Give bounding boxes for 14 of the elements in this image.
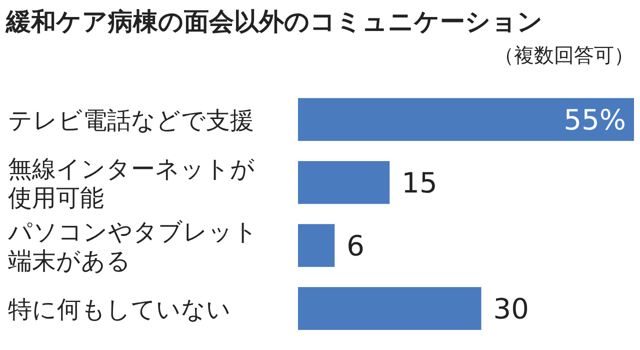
- bar: [298, 98, 634, 141]
- bar: [298, 161, 390, 204]
- data-label: 55%: [564, 104, 626, 136]
- chart-title: 緩和ケア病棟の面会以外のコミュニケーション: [5, 7, 543, 36]
- y-tick-label: テレビ電話などで支援: [8, 106, 254, 134]
- data-label: 15: [402, 166, 438, 200]
- data-label: 6: [346, 230, 364, 262]
- data-label: 30: [493, 292, 529, 326]
- chart-subtitle: （複数回答可）: [494, 43, 634, 67]
- bar: [298, 287, 482, 330]
- y-tick-label: 特に何もしていない: [8, 296, 231, 324]
- bar: [298, 224, 335, 267]
- y-tick-label: 無線インターネットが使用可能: [8, 155, 255, 212]
- y-tick-label: パソコンやタブレット端末がある: [7, 218, 258, 275]
